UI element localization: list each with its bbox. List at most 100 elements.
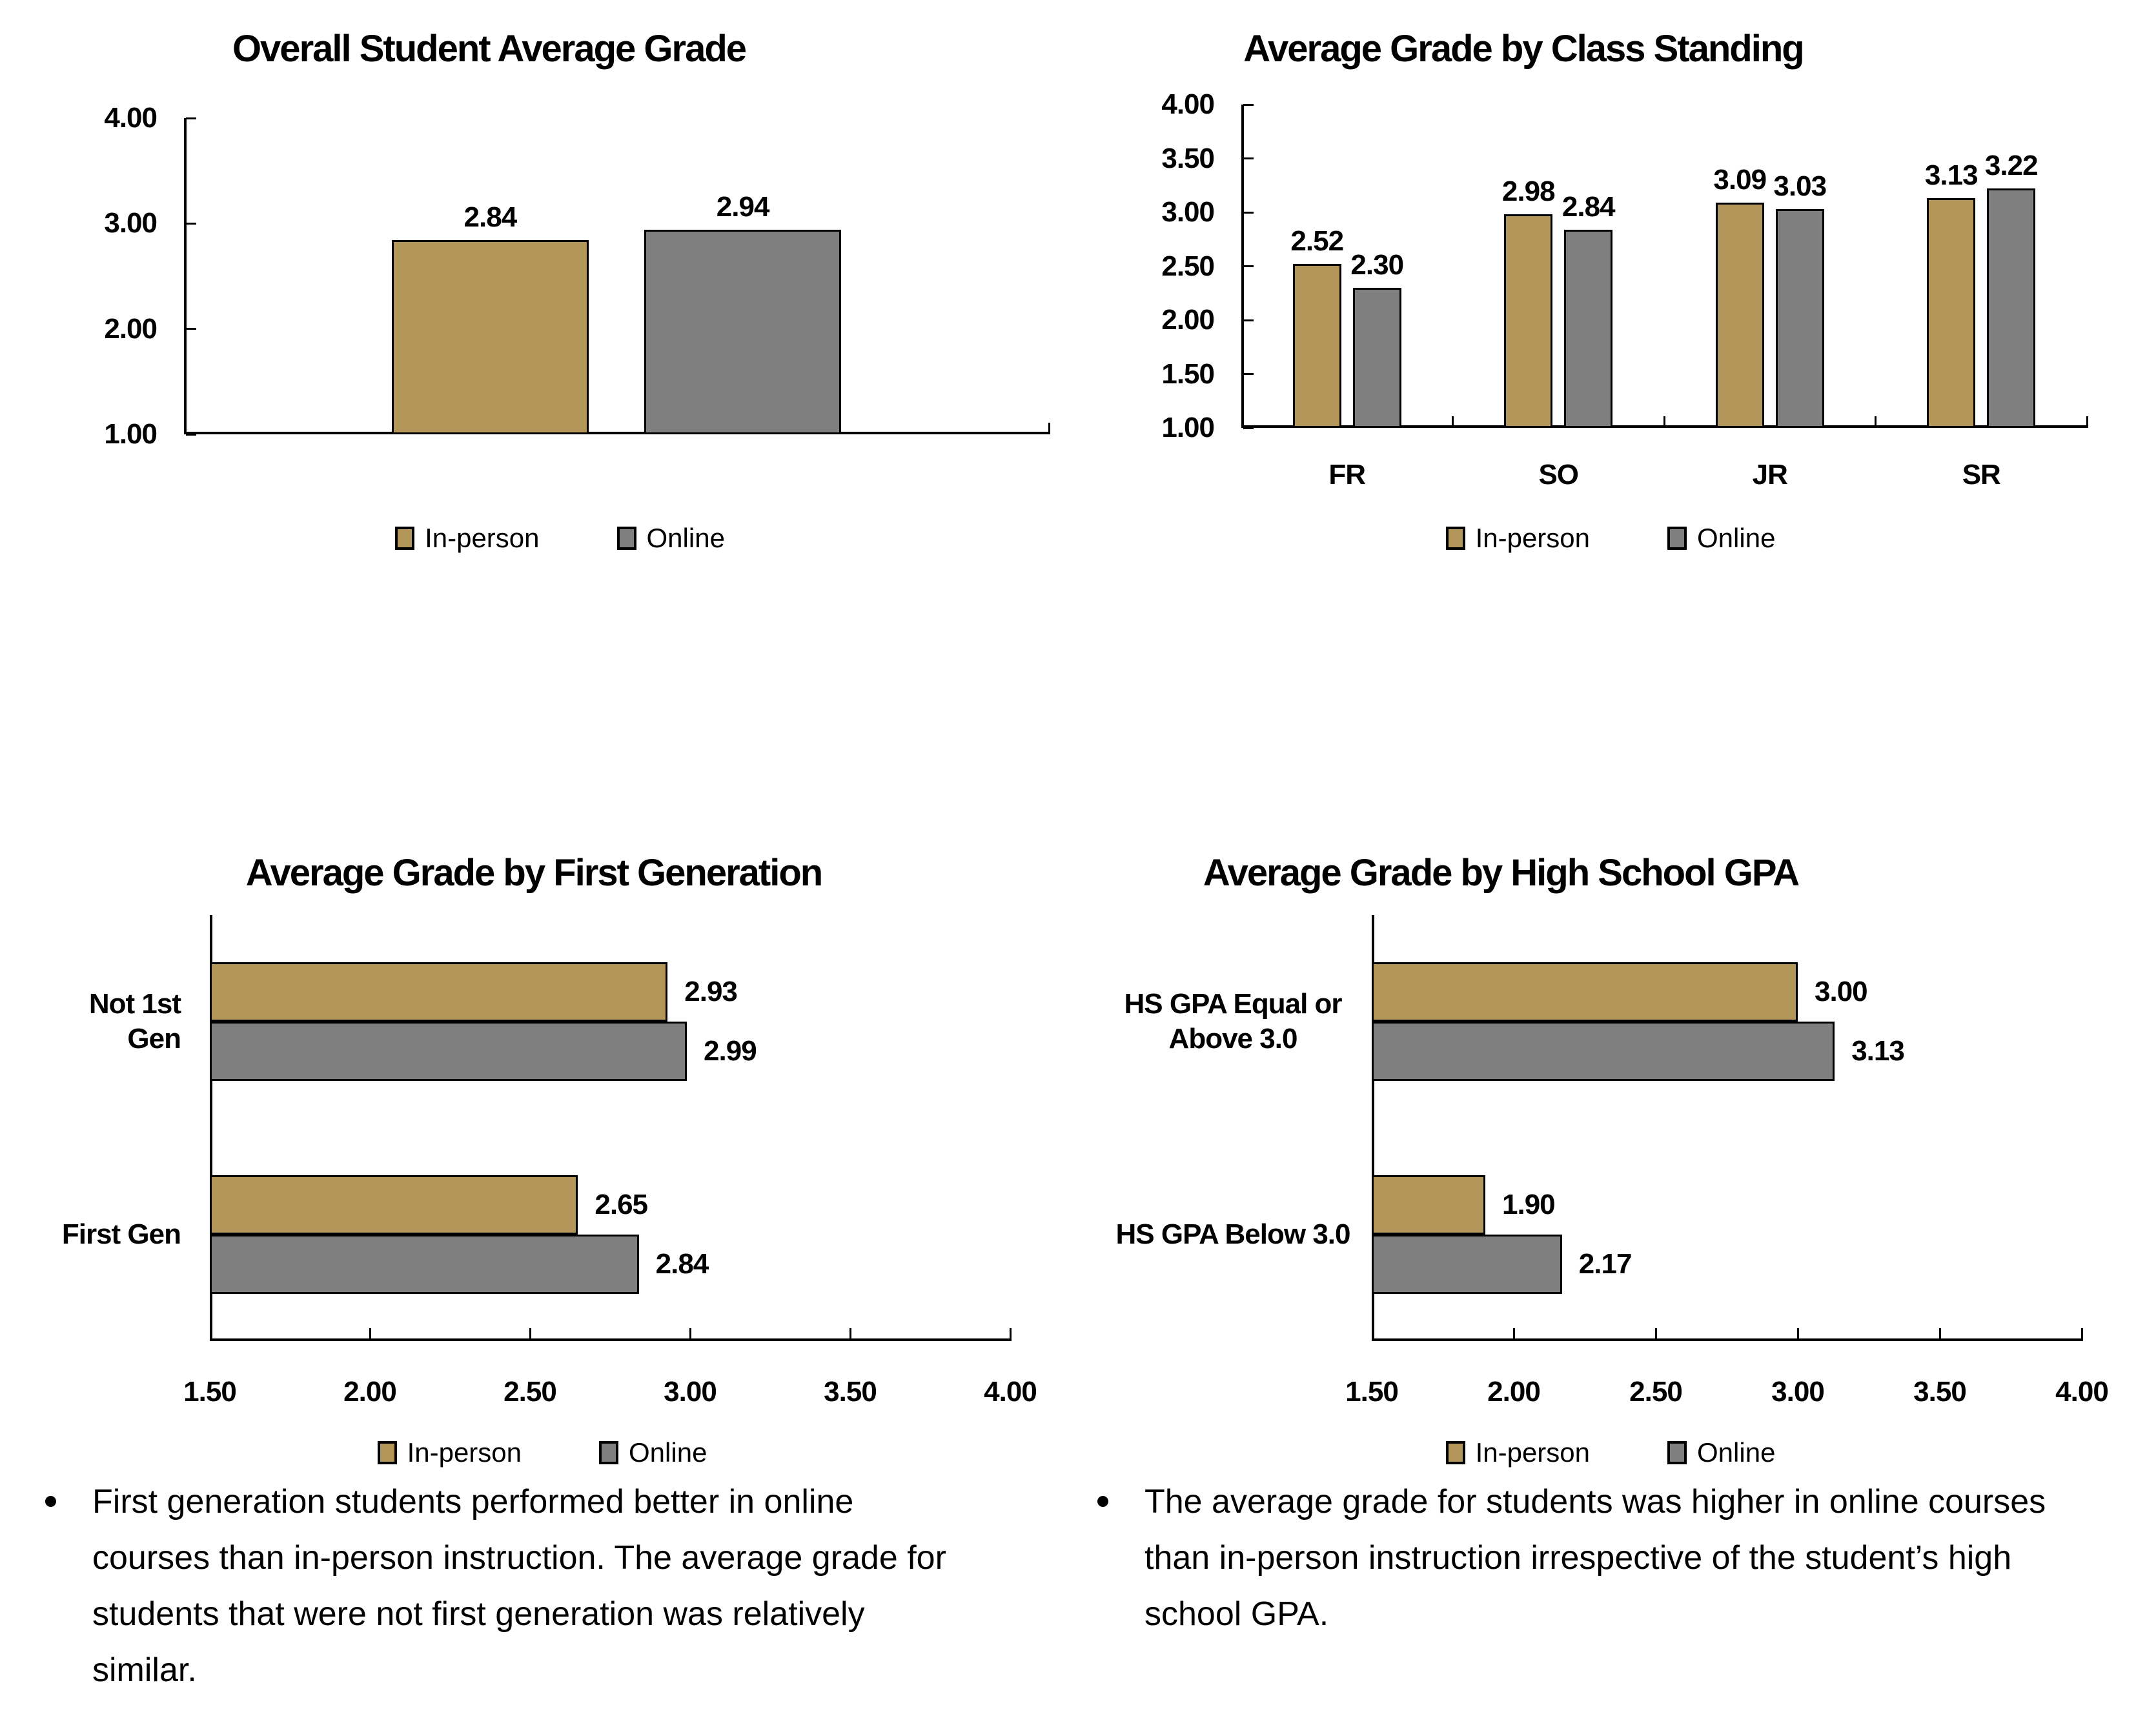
- x-axis-tick: [1512, 1328, 1515, 1341]
- x-axis-tick-label: 3.00: [664, 1376, 717, 1408]
- legend-label: In-person: [407, 1437, 522, 1468]
- x-axis-tick: [1654, 1328, 1657, 1341]
- bullet-item-high-school-gpa: The average grade for students was highe…: [1097, 1474, 2117, 1642]
- y-axis-tick-label: 4.00: [1161, 88, 1215, 120]
- x-axis-tick-label: 3.00: [1771, 1376, 1825, 1408]
- legend-item: In-person: [377, 1437, 522, 1468]
- category-label: First Gen: [61, 1218, 181, 1251]
- legend-item: Online: [1667, 1437, 1775, 1468]
- chart-overall-average-grade: Overall Student Average Grade 1.00 2.00 3.…: [61, 12, 1059, 580]
- x-axis-tick-label: 2.50: [1629, 1376, 1683, 1408]
- y-axis-tick-label: 1.00: [1161, 412, 1215, 443]
- legend-item: Online: [1667, 523, 1775, 554]
- x-axis-tick: [529, 1328, 531, 1341]
- bar-in-person: [1715, 202, 1764, 428]
- x-axis-tick-label: 4.00: [2055, 1376, 2109, 1408]
- bar-value-label: 2.17: [1578, 1248, 1633, 1280]
- category-label: SO: [1538, 459, 1579, 490]
- bullet-text: The average grade for students was highe…: [1144, 1483, 2046, 1633]
- x-axis-tick: [1009, 1328, 1012, 1341]
- bar-value-label: 2.84: [655, 1248, 709, 1280]
- category-boundary-tick: [1875, 416, 1877, 428]
- bar-in-person: [1504, 214, 1553, 428]
- bar-online: [1372, 1235, 1562, 1294]
- x-axis-tick: [1796, 1328, 1799, 1341]
- bar-online: [1372, 1022, 1835, 1081]
- bar-value-label: 2.65: [595, 1189, 648, 1220]
- bar-in-person: [1372, 1175, 1485, 1235]
- y-axis-tick-label: 1.50: [1161, 358, 1215, 390]
- category-boundary-tick: [1452, 416, 1454, 428]
- chart-title: Average Grade by High School GPA: [1203, 852, 1800, 894]
- y-axis-tick: [186, 328, 196, 330]
- chart-legend: In-person Online: [1101, 1437, 2121, 1468]
- y-axis-tick-label: 1.00: [104, 418, 158, 450]
- bullet-item-first-generation: First generation students performed bett…: [45, 1474, 1039, 1699]
- x-axis-tick-label: 4.00: [984, 1376, 1037, 1408]
- y-axis-tick: [1243, 319, 1254, 321]
- x-axis-tick-label: 3.50: [824, 1376, 877, 1408]
- y-axis-tick-label: 2.00: [104, 312, 158, 345]
- legend-swatch-in-person: [1445, 1441, 1465, 1464]
- bullet-marker: [1097, 1496, 1108, 1507]
- y-axis-tick: [1243, 373, 1254, 375]
- x-axis-tick: [689, 1328, 691, 1341]
- chart-average-grade-by-high-school-gpa: Average Grade by High School GPA 1.50 2.0…: [1101, 836, 2121, 1475]
- y-axis-tick: [186, 222, 196, 225]
- category-label: HS GPA Below 3.0: [1115, 1218, 1351, 1251]
- x-axis-tick: [1938, 1328, 1941, 1341]
- x-axis-tick-label: 1.50: [1345, 1376, 1399, 1408]
- y-axis-tick: [186, 117, 196, 119]
- legend-label: In-person: [1475, 1437, 1591, 1468]
- legend-label: In-person: [1475, 523, 1591, 553]
- legend-swatch-online: [599, 1441, 619, 1464]
- y-axis-tick: [1243, 427, 1254, 429]
- chart-legend: In-person Online: [1101, 523, 2121, 554]
- bar-in-person: [1292, 264, 1341, 428]
- x-axis-tick-label: 2.00: [1487, 1376, 1541, 1408]
- bar-in-person: [210, 962, 668, 1022]
- bar-in-person: [391, 240, 589, 434]
- bar-value-label: 3.00: [1815, 976, 1868, 1007]
- bar-online: [644, 230, 842, 434]
- legend-item: Online: [616, 523, 725, 554]
- x-axis-tick-label: 1.50: [183, 1376, 237, 1408]
- bar-value-label: 2.94: [716, 191, 770, 223]
- bar-value-label: 3.03: [1773, 170, 1827, 202]
- y-axis-tick-label: 4.00: [104, 102, 158, 134]
- y-axis-tick-label: 3.00: [104, 207, 158, 239]
- legend-label: Online: [1697, 1437, 1776, 1468]
- category-boundary-tick: [1048, 423, 1050, 434]
- bar-in-person: [1927, 198, 1976, 428]
- y-axis-tick-label: 3.00: [1161, 196, 1215, 228]
- legend-swatch-in-person: [395, 527, 415, 550]
- bar-online: [1564, 229, 1613, 428]
- y-axis-tick: [1243, 211, 1254, 214]
- y-axis-tick: [1243, 157, 1254, 159]
- x-axis-tick: [849, 1328, 851, 1341]
- x-axis-tick-label: 2.50: [503, 1376, 557, 1408]
- y-axis-tick-label: 2.00: [1161, 304, 1215, 336]
- bar-in-person: [1372, 962, 1798, 1022]
- bar-value-label: 3.13: [1851, 1035, 1905, 1067]
- chart-title: Average Grade by Class Standing: [1243, 28, 1804, 70]
- bar-online: [210, 1022, 687, 1081]
- y-axis-tick: [1243, 265, 1254, 267]
- category-boundary-tick: [2086, 416, 2088, 428]
- bar-value-label: 2.30: [1350, 248, 1404, 281]
- chart-canvas: 1.50 2.00 2.50 3.00 3.50 4.00 3.00 3.13 HS GPA E…: [1101, 836, 2121, 1475]
- plot-area: [184, 118, 1049, 434]
- legend-item: In-person: [1445, 1437, 1591, 1468]
- legend-label: Online: [629, 1437, 707, 1468]
- plot-area: [1372, 915, 2082, 1341]
- bar-in-person: [210, 1175, 578, 1235]
- chart-canvas: 1.50 2.00 2.50 3.00 3.50 4.00 2.93 2.99 Not 1st …: [36, 836, 1049, 1475]
- bullet-text: First generation students performed bett…: [92, 1483, 946, 1689]
- legend-label: In-person: [425, 523, 540, 553]
- y-axis-tick: [1243, 103, 1254, 106]
- bar-value-label: 2.84: [463, 201, 518, 234]
- bar-value-label: 2.99: [704, 1035, 757, 1067]
- bar-value-label: 3.22: [1984, 150, 2039, 182]
- bar-value-label: 1.90: [1502, 1189, 1556, 1220]
- legend-label: Online: [646, 523, 725, 553]
